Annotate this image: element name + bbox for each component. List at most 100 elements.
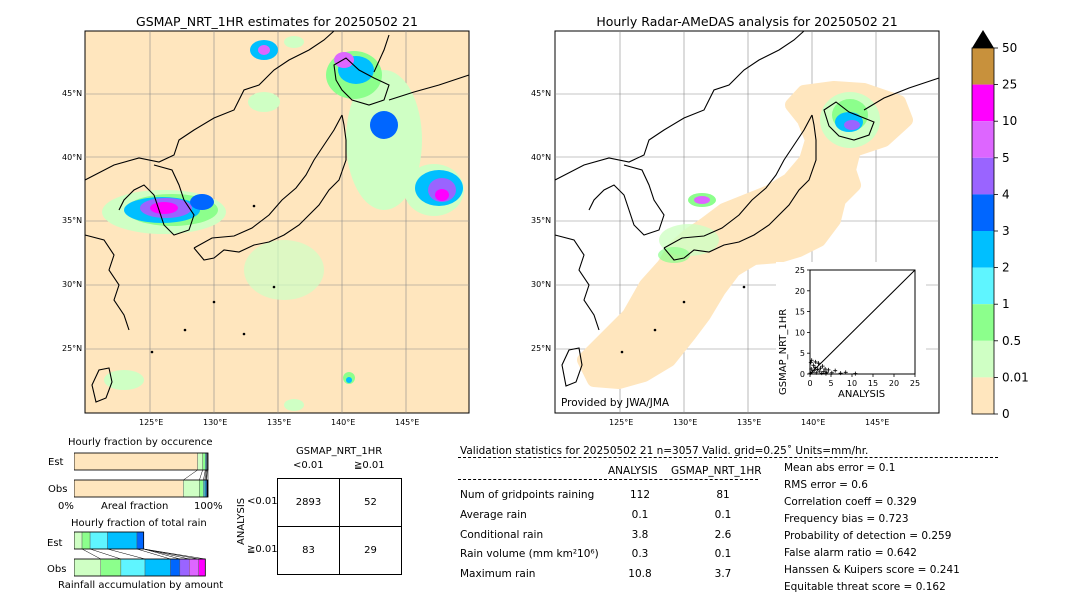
- fraction-connector: [90, 548, 121, 560]
- contingency-row-header-lt: <0.01: [247, 496, 278, 507]
- left-map: [84, 30, 470, 414]
- scatter-xtick-label: 25: [910, 379, 920, 388]
- validation-col-analysis: ANALYSIS: [608, 465, 658, 477]
- fraction-segment: [183, 479, 200, 498]
- score-line: Equitable threat score = 0.162: [784, 581, 946, 593]
- left-lat-label: 45°N: [62, 89, 83, 98]
- colorbar-label: 25: [1002, 78, 1017, 92]
- colorbar: 50 25 10 5 4 3 2 1 0.5 0.01 0: [971, 30, 1028, 418]
- fraction-connector: [136, 548, 171, 560]
- contingency-row-axis-label: ANALYSIS: [236, 497, 247, 545]
- contingency-title: GSMAP_NRT_1HR: [296, 446, 383, 457]
- scatter-ytick-label: 25: [795, 266, 805, 275]
- scatter-point: [809, 367, 814, 372]
- fraction-segment: [170, 558, 181, 577]
- colorbar-segment: [972, 231, 994, 268]
- fraction-segment: [74, 479, 184, 498]
- fraction-bar-frame: [74, 558, 206, 577]
- right-lat-label: 30°N: [531, 280, 552, 289]
- left-lat-label: 30°N: [62, 280, 83, 289]
- scatter-point: [816, 361, 821, 366]
- occurrence-obs-label: Obs: [48, 484, 68, 495]
- stat-label: Num of gridpoints raining: [460, 489, 595, 501]
- fraction-segment: [197, 452, 203, 471]
- right-lon-label: 125°E: [609, 418, 634, 427]
- scatter-point: [823, 367, 828, 372]
- left-lon-label: 125°E: [139, 418, 164, 427]
- colorbar-label: 0.5: [1002, 334, 1021, 348]
- data-credit: Provided by JWA/JMA: [561, 397, 670, 409]
- stat-gsmap-value: 3.7: [714, 568, 732, 580]
- colorbar-segment: [972, 304, 994, 341]
- fraction-segment: [203, 479, 205, 498]
- scatter-point: [829, 370, 834, 375]
- fraction-connector: [143, 548, 190, 560]
- scatter-ytick-label: 15: [795, 308, 805, 317]
- stat-gsmap-value: 0.1: [714, 509, 732, 521]
- right-map-title: Hourly Radar-AMeDAS analysis for 2025050…: [596, 14, 898, 29]
- scatter-inset: 0 5 10 15 20 25 0 5 10 15 20 25: [776, 262, 926, 412]
- score-line: Frequency bias = 0.723: [784, 513, 909, 525]
- fraction-segment: [198, 558, 206, 577]
- scatter-point: [838, 371, 843, 376]
- stat-gsmap-value: 0.1: [714, 548, 732, 560]
- scatter-ytick-label: 20: [795, 287, 805, 296]
- score-line: Hanssen & Kuipers score = 0.241: [784, 564, 960, 576]
- contingency-cell: 83: [302, 545, 315, 556]
- fraction-connector: [81, 548, 101, 560]
- totalrain-obs-label: Obs: [47, 564, 67, 575]
- colorbar-segment: [972, 84, 994, 122]
- contingency-col-header-ge: ≧0.01: [354, 460, 385, 471]
- right-lon-label: 140°E: [801, 418, 826, 427]
- score-line: RMS error = 0.6: [784, 479, 868, 491]
- totalrain-xlabel: Rainfall accumulation by amount: [58, 580, 224, 591]
- scatter-point: [820, 364, 825, 369]
- fraction-segment: [100, 558, 122, 577]
- occurrence-tick-0: 0%: [58, 501, 74, 512]
- score-line: Mean abs error = 0.1: [784, 462, 896, 474]
- contingency-cell: 29: [364, 545, 377, 556]
- scatter-ytick-label: 10: [795, 328, 805, 337]
- scatter-point: [843, 370, 848, 375]
- fraction-connector: [206, 469, 208, 481]
- left-lat-label: 35°N: [62, 216, 83, 225]
- scatter-point: [817, 369, 822, 374]
- validation-header: Validation statistics for 20250502 21 n=…: [460, 445, 869, 457]
- left-lon-label: 130°E: [203, 418, 228, 427]
- occurrence-est-label: Est: [48, 457, 64, 468]
- fraction-segment: [202, 452, 206, 471]
- occurrence-title: Hourly fraction by occurence: [68, 437, 213, 448]
- colorbar-segment: [972, 267, 994, 305]
- totalrain-bars: [74, 531, 206, 577]
- fraction-connector: [143, 548, 206, 560]
- contingency-row-header-ge: ≧0.01: [247, 544, 278, 555]
- colorbar-label: 0.01: [1002, 370, 1028, 384]
- scatter-point: [810, 370, 815, 375]
- fraction-connector: [199, 469, 203, 481]
- validation-divider: [458, 457, 998, 458]
- scatter-point: [826, 367, 831, 372]
- scatter-xtick-label: 0: [807, 379, 812, 388]
- fraction-segment: [74, 452, 198, 471]
- scatter-point: [819, 371, 824, 376]
- right-lat-label: 40°N: [531, 153, 552, 162]
- right-lon-label: 145°E: [865, 418, 890, 427]
- fraction-segment: [74, 558, 101, 577]
- score-line: Correlation coeff = 0.329: [784, 496, 917, 508]
- scatter-ytick-label: 5: [800, 349, 805, 358]
- scatter-point: [821, 369, 826, 374]
- fraction-connector: [205, 469, 208, 481]
- colorbar-label: 10: [1002, 114, 1017, 128]
- scatter-xtick-label: 10: [847, 379, 857, 388]
- stat-label: Maximum rain: [460, 568, 536, 580]
- right-lon-label: 130°E: [673, 418, 698, 427]
- fraction-connector: [183, 469, 198, 481]
- fraction-segment: [144, 558, 171, 577]
- stat-analysis-value: 112: [629, 489, 651, 501]
- stat-label: Conditional rain: [460, 529, 544, 541]
- contingency-cell: 2893: [295, 497, 322, 508]
- colorbar-label: 1: [1002, 297, 1010, 311]
- contingency-table: 2893 52 83 29: [277, 478, 402, 575]
- colorbar-label: 50: [1002, 41, 1017, 55]
- colorbar-segment: [972, 377, 994, 414]
